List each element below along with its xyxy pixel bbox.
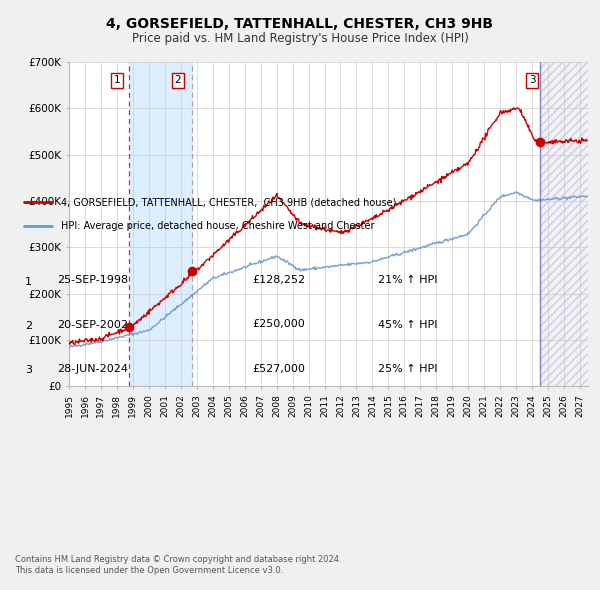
- Text: Price paid vs. HM Land Registry's House Price Index (HPI): Price paid vs. HM Land Registry's House …: [131, 32, 469, 45]
- Text: HPI: Average price, detached house, Cheshire West and Chester: HPI: Average price, detached house, Ches…: [61, 221, 374, 231]
- Text: 28-JUN-2024: 28-JUN-2024: [57, 364, 128, 373]
- Text: 3: 3: [25, 365, 32, 375]
- Text: Contains HM Land Registry data © Crown copyright and database right 2024.: Contains HM Land Registry data © Crown c…: [15, 555, 341, 563]
- Text: This data is licensed under the Open Government Licence v3.0.: This data is licensed under the Open Gov…: [15, 566, 283, 575]
- Text: 2: 2: [174, 76, 181, 86]
- Bar: [128, 62, 192, 386]
- Text: £128,252: £128,252: [252, 276, 305, 285]
- Text: 1: 1: [25, 277, 32, 287]
- Bar: [540, 62, 588, 386]
- Text: £527,000: £527,000: [252, 364, 305, 373]
- Text: 3: 3: [529, 76, 535, 86]
- Text: 25% ↑ HPI: 25% ↑ HPI: [378, 364, 437, 373]
- Text: £250,000: £250,000: [252, 320, 305, 329]
- Text: 21% ↑ HPI: 21% ↑ HPI: [378, 276, 437, 285]
- Text: 1: 1: [113, 76, 120, 86]
- Text: 25-SEP-1998: 25-SEP-1998: [57, 276, 128, 285]
- Text: 45% ↑ HPI: 45% ↑ HPI: [378, 320, 437, 329]
- Text: 4, GORSEFIELD, TATTENHALL, CHESTER,  CH3 9HB (detached house): 4, GORSEFIELD, TATTENHALL, CHESTER, CH3 …: [61, 197, 397, 207]
- Text: 4, GORSEFIELD, TATTENHALL, CHESTER, CH3 9HB: 4, GORSEFIELD, TATTENHALL, CHESTER, CH3 …: [107, 17, 493, 31]
- Text: 2: 2: [25, 321, 32, 331]
- Bar: [540, 62, 588, 386]
- Text: 20-SEP-2002: 20-SEP-2002: [57, 320, 128, 329]
